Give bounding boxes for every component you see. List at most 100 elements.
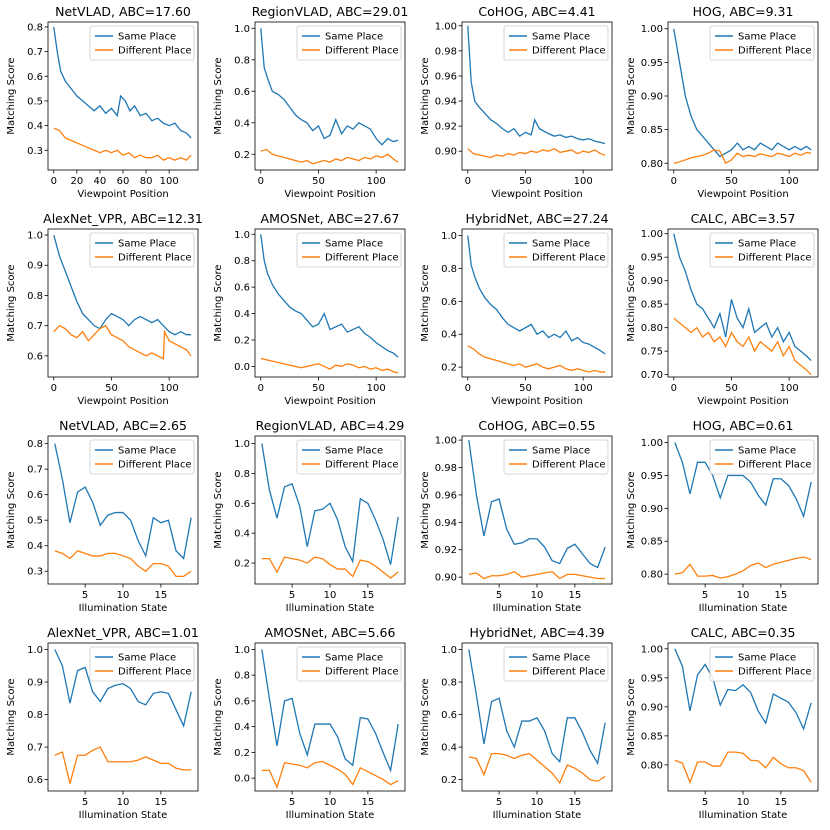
x-tick-label: 50 <box>519 383 532 394</box>
x-tick-label: 40 <box>94 176 107 187</box>
y-tick-label: 0.90 <box>641 504 663 515</box>
x-tick-label: 10 <box>117 797 130 808</box>
x-tick-label: 0 <box>671 383 677 394</box>
x-tick-label: 100 <box>160 383 179 394</box>
y-tick-label: 0.8 <box>234 256 250 267</box>
legend: Same Place Different Place <box>709 646 815 682</box>
chart-title: AlexNet_VPR, ABC=1.01 <box>47 625 199 640</box>
x-tick-label: 5 <box>289 797 295 808</box>
chart-title: RegionVLAD, ABC=29.01 <box>252 4 409 19</box>
y-tick-label: 0.2 <box>234 559 250 570</box>
x-tick-label: 10 <box>324 797 337 808</box>
y-tick-label: 0.6 <box>27 775 43 786</box>
x-tick-label: 15 <box>362 797 375 808</box>
y-tick-label: 0.6 <box>234 283 250 294</box>
series-line-same-place <box>261 649 399 773</box>
x-axis-label: Illumination State <box>493 810 582 821</box>
x-axis-label: Viewpoint Position <box>697 189 788 200</box>
chart-panel: HybridNet, ABC=4.39 5 10 15 0.2 0.4 0.6 0.8 1.0 I… <box>420 625 613 821</box>
y-tick-label: 0.95 <box>641 58 663 69</box>
y-tick-label: 0.9 <box>27 261 43 272</box>
legend-label: Different Place <box>738 667 812 678</box>
y-axis-label: Matching Score <box>420 678 431 755</box>
chart-title: HOG, ABC=9.31 <box>693 4 794 19</box>
x-tick-label: 10 <box>737 590 750 601</box>
y-tick-label: 0.4 <box>234 118 250 129</box>
y-tick-label: 0.98 <box>435 463 457 474</box>
y-tick-label: 0.7 <box>27 321 43 332</box>
series-line-different-place <box>260 148 399 165</box>
legend-box <box>89 232 195 268</box>
plot-frame <box>461 21 613 171</box>
y-tick-label: 0.96 <box>435 490 457 501</box>
y-tick-label: 0.85 <box>641 537 663 548</box>
x-tick-label: 20 <box>70 176 83 187</box>
y-tick-label: 1.0 <box>441 231 457 242</box>
x-tick-label: 50 <box>725 176 738 187</box>
legend-label: Same Place <box>738 653 796 664</box>
x-axis-label: Illumination State <box>79 603 168 614</box>
series-line-different-place <box>53 324 192 360</box>
y-tick-label: 0.6 <box>234 87 250 98</box>
legend-label: Same Place <box>325 653 383 664</box>
y-tick-label: 0.80 <box>641 570 663 581</box>
y-axis-label: Matching Score <box>6 264 17 341</box>
legend: Same Place Different Place <box>296 25 402 61</box>
legend: Same Place Different Place <box>296 439 402 475</box>
legend-label: Same Place <box>532 32 590 43</box>
x-tick-label: 10 <box>737 797 750 808</box>
y-tick-label: 0.8 <box>27 291 43 302</box>
x-tick-label: 100 <box>160 176 179 187</box>
x-axis-label: Viewpoint Position <box>697 396 788 407</box>
x-tick-label: 5 <box>82 590 88 601</box>
x-axis-label: Illumination State <box>699 810 788 821</box>
series-line-same-place <box>673 233 812 362</box>
x-tick-label: 5 <box>289 590 295 601</box>
y-tick-label: 0.6 <box>441 297 457 308</box>
legend: Same Place Different Place <box>709 439 815 475</box>
y-tick-label: 0.8 <box>27 439 43 450</box>
x-tick-label: 50 <box>725 383 738 394</box>
series-line-different-place <box>53 127 192 161</box>
series-line-same-place <box>260 234 399 358</box>
y-tick-label: 0.8 <box>234 55 250 66</box>
x-tick-label: 15 <box>775 797 788 808</box>
x-tick-label: 15 <box>569 797 582 808</box>
x-tick-label: 10 <box>117 590 130 601</box>
y-tick-label: 0.2 <box>441 363 457 374</box>
series-line-same-place <box>261 443 399 565</box>
x-tick-label: 10 <box>531 590 544 601</box>
legend-label: Same Place <box>118 32 176 43</box>
legend-label: Different Place <box>325 46 399 57</box>
y-tick-label: 0.2 <box>234 748 250 759</box>
x-tick-label: 100 <box>780 176 799 187</box>
y-tick-label: 0.8 <box>441 264 457 275</box>
x-axis-label: Viewpoint Position <box>284 396 375 407</box>
y-tick-label: 0.4 <box>441 743 457 754</box>
legend: Same Place Different Place <box>503 646 609 682</box>
y-axis-label: Matching Score <box>420 264 431 341</box>
x-axis-label: Illumination State <box>286 810 375 821</box>
chart-panel: AMOSNet, ABC=27.67 0 50 100 0.0 0.2 0.4 0.6 0.8 1… <box>213 211 406 407</box>
legend-label: Different Place <box>118 253 192 264</box>
x-tick-label: 0 <box>465 383 471 394</box>
series-line-same-place <box>673 28 812 158</box>
y-tick-label: 1.00 <box>641 24 663 35</box>
chart-title: AMOSNet, ABC=27.67 <box>261 211 400 226</box>
chart-panel: HOG, ABC=9.31 0 50 100 0.80 0.85 0.90 0.95 1.00 V… <box>626 4 819 200</box>
y-tick-label: 0.90 <box>435 147 457 158</box>
legend-label: Same Place <box>325 446 383 457</box>
x-axis-label: Viewpoint Position <box>77 396 168 407</box>
y-tick-label: 0.75 <box>641 347 663 358</box>
legend: Same Place Different Place <box>709 25 815 61</box>
x-axis-label: Viewpoint Position <box>77 189 168 200</box>
y-tick-label: 0.95 <box>641 673 663 684</box>
y-axis-label: Matching Score <box>213 471 224 548</box>
y-tick-label: 1.00 <box>435 436 457 447</box>
y-tick-label: 0.6 <box>27 72 43 83</box>
legend-label: Different Place <box>532 460 606 471</box>
legend-label: Different Place <box>118 46 192 57</box>
y-tick-label: 1.0 <box>234 24 250 35</box>
